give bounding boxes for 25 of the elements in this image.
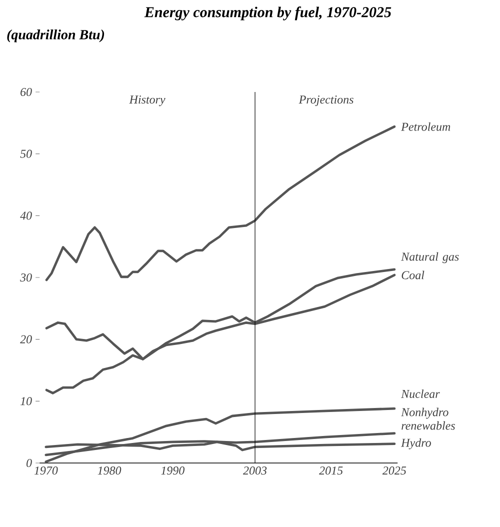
annotation: History: [129, 96, 166, 106]
x-tick-label: 2003: [243, 466, 267, 475]
x-tick-label: 1970: [34, 466, 58, 475]
y-tick-label: 10: [20, 397, 32, 406]
series-label: Petroleum: [401, 122, 450, 131]
series-label: Coal: [402, 270, 424, 280]
series-label: Nonhydro renewables: [401, 408, 455, 430]
series-label: Hydro: [400, 438, 431, 450]
line-series: [45, 125, 396, 282]
y-tick-label: 50: [20, 150, 32, 158]
y-tick-label: 20: [20, 335, 32, 344]
chart-title: Energy consumption by fuel, 1970-2025: [144, 6, 392, 20]
y-tick-label: 30: [20, 273, 32, 282]
x-tick-label: 1980: [98, 466, 122, 475]
chart-subtitle: (quadrillion Btu): [7, 30, 104, 42]
x-tick-label: 2015: [319, 466, 343, 475]
y-tick-label: 40: [20, 212, 32, 220]
series-label: Natural gas: [401, 252, 459, 264]
y-tick-label: 0: [26, 458, 32, 468]
annotation: Projections: [298, 96, 354, 106]
series-label: Nuclear: [401, 390, 440, 398]
x-tick-label: 2025: [382, 466, 406, 475]
x-tick-label: 1990: [161, 466, 185, 475]
y-tick-label: 60: [20, 88, 32, 96]
line-series: [44, 407, 396, 463]
